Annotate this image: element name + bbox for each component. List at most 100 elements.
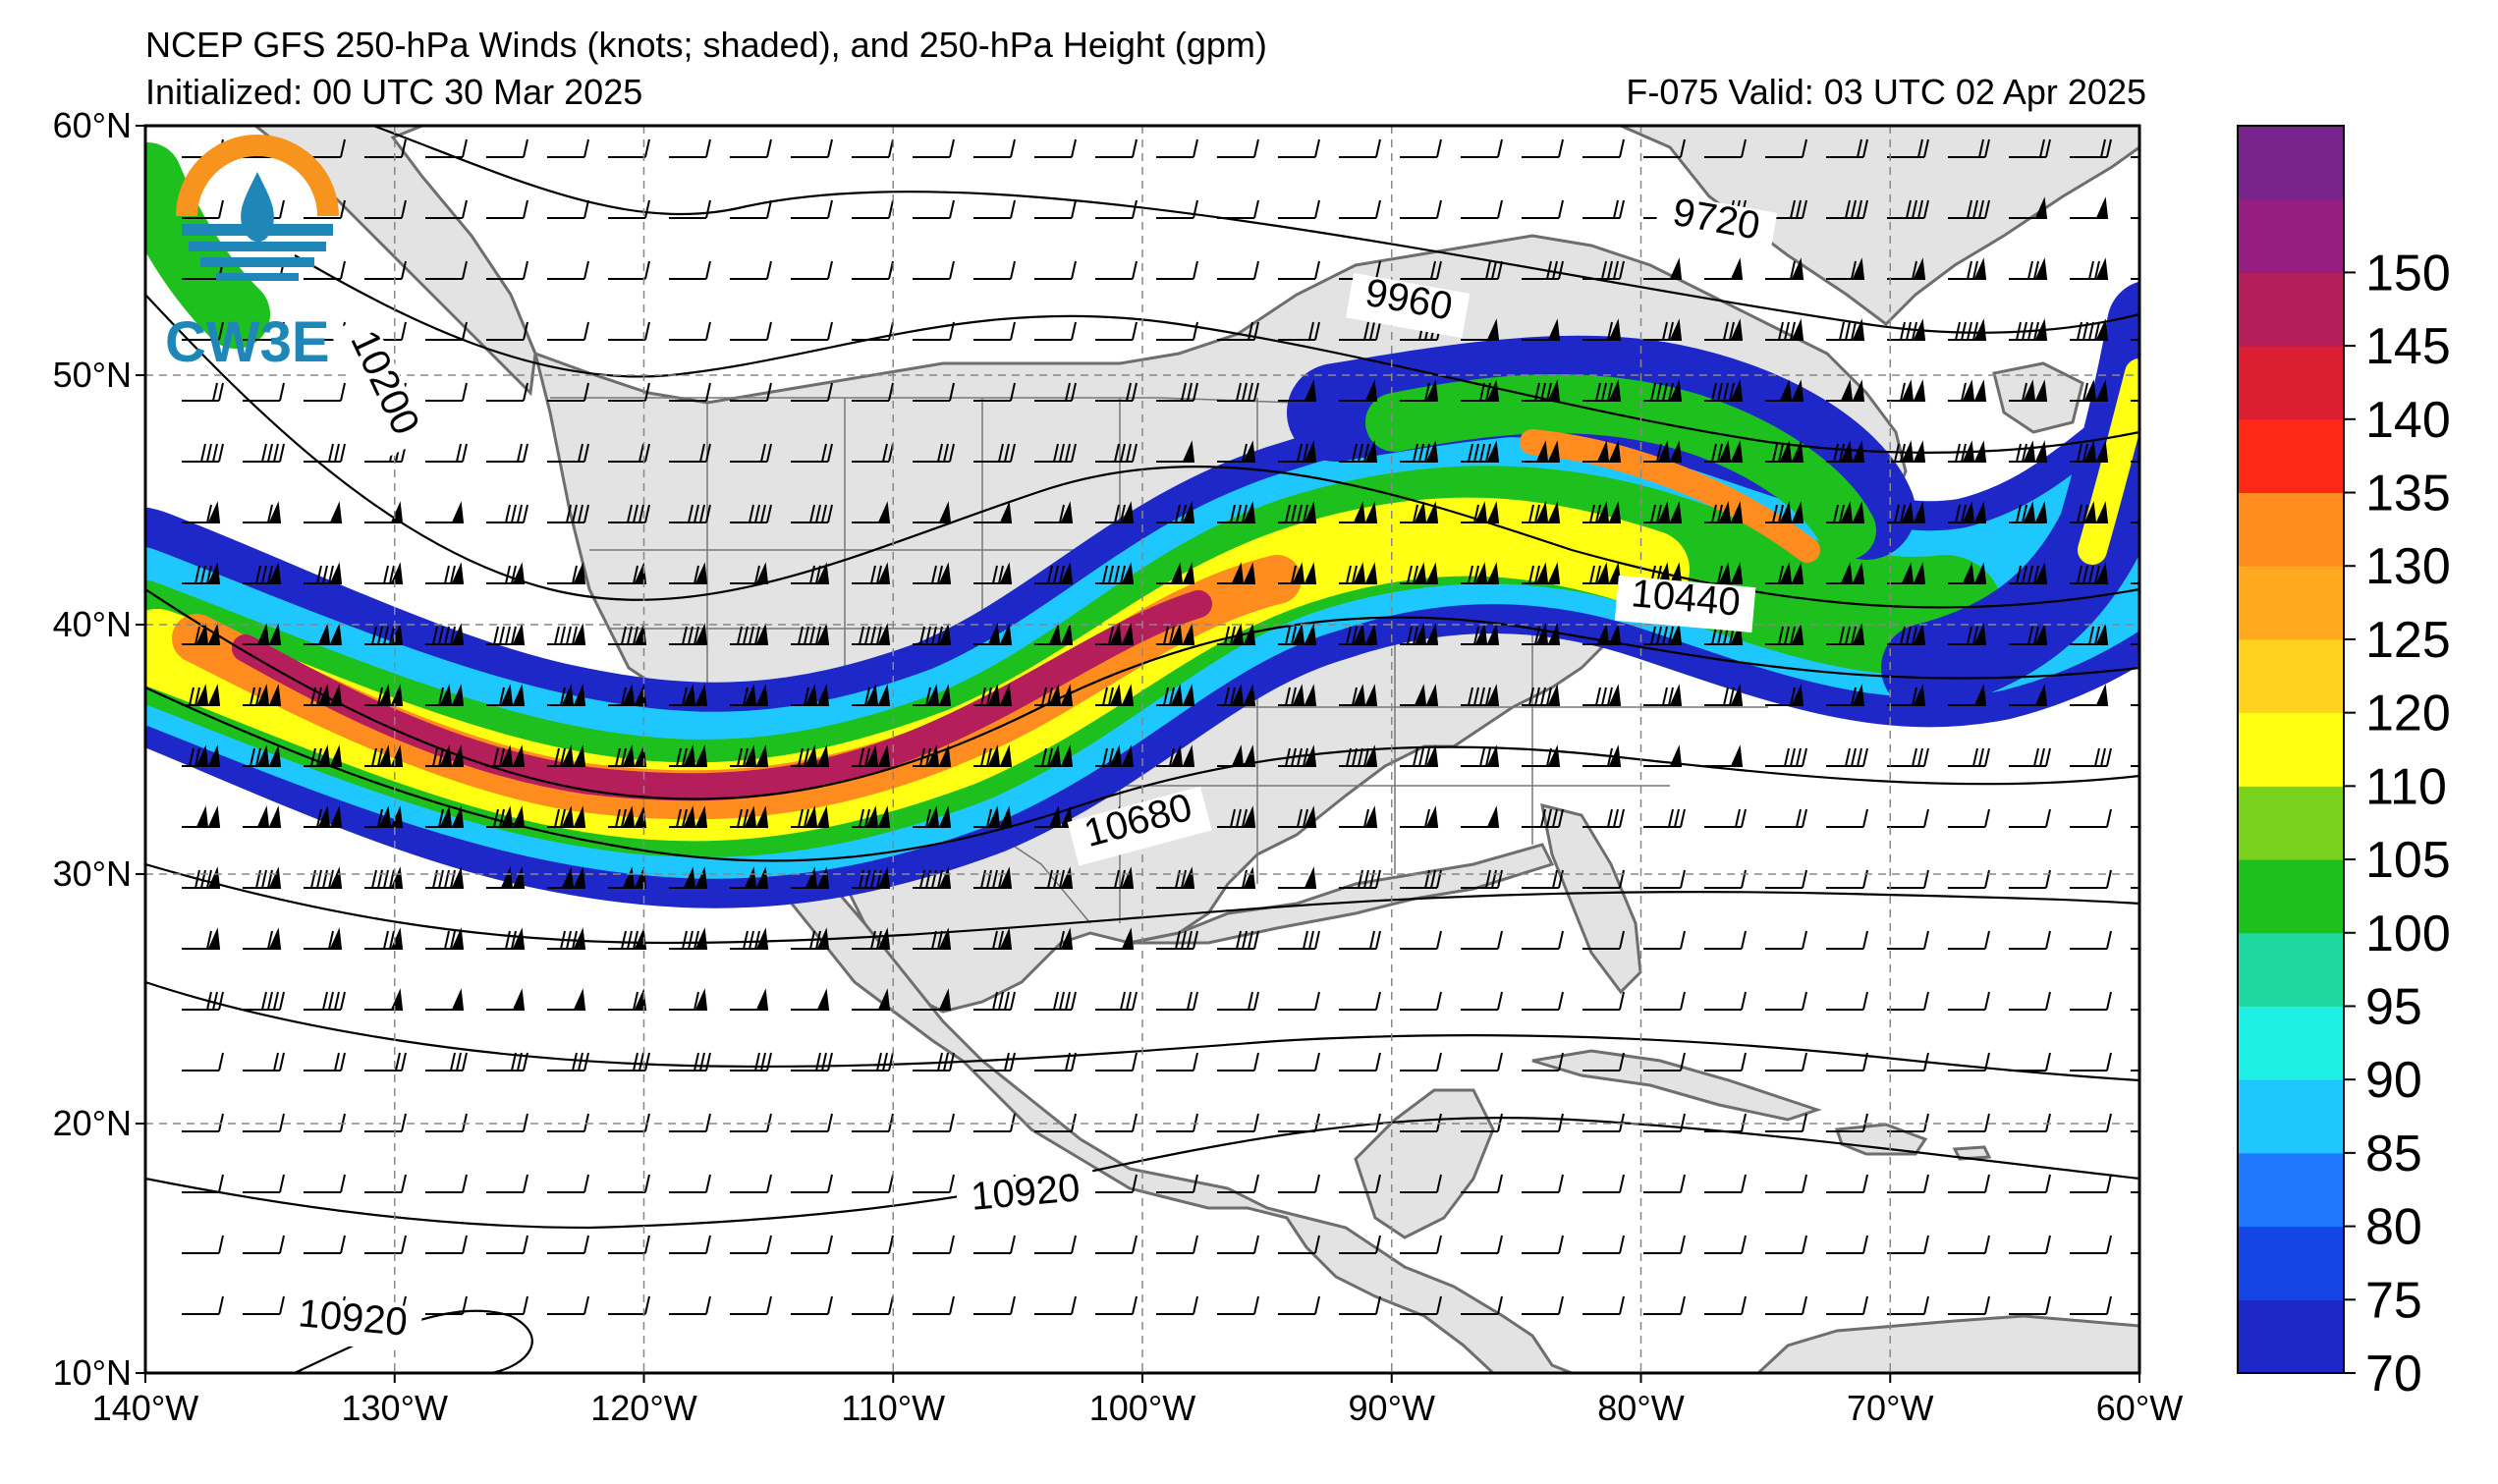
barb-flag bbox=[633, 991, 638, 1011]
wind-barb bbox=[852, 866, 891, 889]
barb-pennant bbox=[2034, 501, 2048, 523]
wind-barb bbox=[669, 1295, 711, 1315]
barb-pennant bbox=[1535, 562, 1549, 584]
barb-flag bbox=[1071, 991, 1077, 1011]
barb-flag bbox=[566, 504, 572, 523]
wind-barb bbox=[1339, 1052, 1381, 1072]
barb-flag bbox=[1790, 260, 1796, 280]
barb-flag bbox=[943, 1052, 949, 1072]
wind-barb bbox=[669, 927, 708, 950]
barb-pennant bbox=[512, 988, 526, 1011]
barb-pennant bbox=[317, 623, 331, 645]
barb-flag bbox=[1802, 1174, 1807, 1193]
barb-flag bbox=[462, 1113, 468, 1132]
barb-flag bbox=[2045, 747, 2051, 767]
wind-barb bbox=[2131, 1252, 2139, 1254]
barb-flag bbox=[1248, 930, 1253, 950]
barb-pennant bbox=[999, 562, 1013, 584]
barb-flag bbox=[1491, 869, 1497, 889]
barb-pennant bbox=[1791, 562, 1804, 584]
height-contour bbox=[145, 980, 2139, 1082]
barb-flag bbox=[1375, 1174, 1381, 1193]
barb-flag bbox=[1923, 1235, 1929, 1254]
barb-flag bbox=[766, 138, 772, 158]
barb-flag bbox=[743, 747, 749, 767]
barb-flag bbox=[279, 1235, 285, 1254]
barb-pennant bbox=[877, 805, 891, 828]
barb-flag bbox=[1717, 565, 1723, 584]
barb-flag bbox=[273, 991, 279, 1011]
barb-flag bbox=[1473, 565, 1479, 584]
wind-barb bbox=[1704, 684, 1744, 706]
barb-flag bbox=[1248, 991, 1253, 1011]
wind-barb bbox=[852, 199, 894, 219]
barb-flag bbox=[644, 443, 650, 463]
barb-pennant bbox=[512, 562, 526, 584]
barb-flag bbox=[2144, 444, 2148, 462]
wind-barb bbox=[243, 805, 282, 828]
barb-flag bbox=[1193, 138, 1198, 158]
barb-flag bbox=[1053, 991, 1059, 1011]
barb-flag bbox=[1071, 260, 1077, 280]
barb-flag bbox=[1619, 1295, 1625, 1315]
wind-barb bbox=[1522, 1174, 1564, 1193]
barb-pennant bbox=[1474, 623, 1488, 645]
contour-label-9960: 9960 bbox=[1346, 271, 1471, 339]
wind-barb bbox=[2131, 643, 2139, 645]
wind-barb bbox=[1400, 199, 1442, 219]
wind-barb bbox=[1887, 379, 1926, 402]
barb-flag bbox=[1071, 321, 1077, 341]
barb-flag bbox=[888, 1174, 894, 1193]
barb-flag bbox=[621, 747, 627, 767]
barb-pennant bbox=[1364, 744, 1378, 767]
wind-barb bbox=[243, 562, 282, 584]
wind-barb bbox=[1826, 1113, 1868, 1132]
barb-flag bbox=[1917, 747, 1923, 767]
barb-pennant bbox=[755, 562, 769, 584]
barb-pennant bbox=[755, 927, 769, 950]
height-contour bbox=[145, 862, 2139, 945]
barb-flag bbox=[1346, 565, 1352, 584]
barb-flag bbox=[1862, 138, 1868, 158]
barb-flag bbox=[218, 199, 224, 219]
barb-flag bbox=[1120, 443, 1126, 463]
wind-barb bbox=[304, 501, 343, 523]
barb-flag bbox=[1375, 260, 1381, 280]
wind-barb bbox=[1400, 260, 1442, 280]
barb-flag bbox=[1230, 687, 1236, 706]
wind-barb bbox=[973, 321, 1016, 341]
barb-pennant bbox=[1973, 623, 1987, 645]
barb-flag bbox=[1236, 808, 1242, 828]
barb-flag bbox=[255, 565, 261, 584]
barb-pennant bbox=[1608, 562, 1622, 584]
barb-pennant bbox=[1243, 440, 1256, 463]
barb-pennant bbox=[1791, 318, 1804, 341]
barb-flag bbox=[1108, 565, 1114, 584]
barb-flag bbox=[1558, 808, 1564, 828]
wind-barb bbox=[852, 623, 891, 645]
wind-barb bbox=[1400, 869, 1442, 889]
barb-flag bbox=[888, 1052, 894, 1072]
wind-barb bbox=[1643, 684, 1683, 706]
barb-flag bbox=[1851, 321, 1857, 341]
barb-flag bbox=[998, 443, 1004, 463]
wind-barb bbox=[364, 866, 404, 889]
barb-flag bbox=[218, 443, 224, 463]
barb-flag bbox=[401, 1052, 407, 1072]
barb-flag bbox=[1473, 443, 1479, 463]
barb-flag bbox=[1833, 443, 1839, 463]
barb-pennant bbox=[1730, 257, 1744, 280]
barb-flag bbox=[2156, 322, 2160, 340]
barb-flag bbox=[383, 869, 389, 889]
barb-flag bbox=[931, 626, 937, 645]
barb-flag bbox=[316, 687, 322, 706]
barb-flag bbox=[859, 626, 864, 645]
wind-barb bbox=[1217, 501, 1256, 523]
barb-flag bbox=[511, 1052, 517, 1072]
barb-flag bbox=[1485, 443, 1491, 463]
barb-flag bbox=[2033, 747, 2039, 767]
barb-flag bbox=[194, 565, 200, 584]
barb-flag bbox=[218, 1295, 224, 1315]
wind-barb bbox=[1522, 501, 1561, 523]
barb-flag bbox=[1729, 321, 1735, 341]
